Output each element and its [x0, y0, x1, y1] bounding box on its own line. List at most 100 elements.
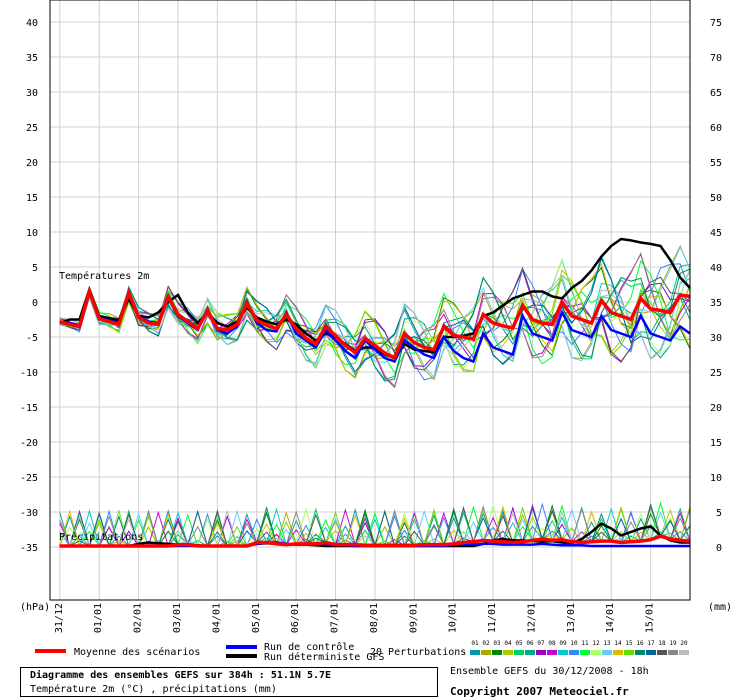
- plot-area: [49, 0, 691, 601]
- perturbation-id-label: 15: [625, 640, 633, 647]
- x-tick: 07/01: [330, 603, 341, 633]
- y-right-tick: 5: [716, 508, 722, 519]
- chart-grid: [50, 0, 690, 600]
- x-tick: 31/12: [54, 603, 65, 633]
- y-right-tick: 10: [710, 473, 722, 484]
- perturbation-id-label: 03: [493, 640, 501, 647]
- perturbation-id-label: 05: [515, 640, 523, 647]
- perturbation-id-label: 12: [592, 640, 600, 647]
- x-tick: 04/01: [211, 603, 222, 633]
- y-left-tick: -5: [26, 333, 38, 344]
- y-left-tick: 5: [32, 263, 38, 274]
- perturbation-swatch: [536, 650, 546, 655]
- perturbation-id-label: 17: [647, 640, 655, 647]
- x-tick: 14/01: [605, 603, 616, 633]
- perturbation-18-temperature-line: [59, 266, 691, 371]
- y-left-tick: -10: [20, 368, 38, 379]
- y-right-tick: 30: [710, 333, 722, 344]
- perturbation-id-label: 19: [669, 640, 677, 647]
- y-left-tick: -25: [20, 473, 38, 484]
- chart-subtitle: Température 2m (°C) , précipitations (mm…: [30, 684, 277, 695]
- x-tick: 03/01: [172, 603, 183, 633]
- y-right-tick: 70: [710, 53, 722, 64]
- legend-label-deterministic: Run déterministe GFS: [264, 651, 384, 663]
- y-right-tick: 55: [710, 158, 722, 169]
- x-tick: 01/01: [93, 603, 104, 633]
- temperature-series-label: Températures 2m: [59, 270, 149, 282]
- perturbation-swatch: [580, 650, 590, 655]
- y-left-tick: -15: [20, 403, 38, 414]
- perturbation-swatch: [470, 650, 480, 655]
- x-tick: 11/01: [487, 603, 498, 633]
- y-left-tick: -35: [20, 543, 38, 554]
- y-right-tick: 25: [710, 368, 722, 379]
- y-right-tick: 20: [710, 403, 722, 414]
- x-tick: 02/01: [133, 603, 144, 633]
- legend: Moyenne des scénarios Run de contrôle Ru…: [35, 640, 689, 663]
- perturbation-20-temperature-line: [59, 272, 691, 366]
- perturbation-swatches: 01 02 03 04 05 06 07 08 09 10 11 12 13 14 15 16 17 18 19 20: [470, 640, 689, 655]
- perturbation-id-label: 08: [548, 640, 556, 647]
- perturbation-swatch: [558, 650, 568, 655]
- y-left-tick: 35: [26, 53, 38, 64]
- y-right-tick: 35: [710, 298, 722, 309]
- x-tick: 05/01: [251, 603, 262, 633]
- y-left-tick: -30: [20, 508, 38, 519]
- perturbation-id-label: 14: [614, 640, 622, 647]
- y-right-tick: 60: [710, 123, 722, 134]
- y-right-tick: 65: [710, 88, 722, 99]
- perturbation-swatch: [591, 650, 601, 655]
- y-right-unit-label: (mm): [708, 602, 732, 613]
- y-right-tick: 15: [710, 438, 722, 449]
- perturbation-swatch: [492, 650, 502, 655]
- perturbation-id-label: 06: [526, 640, 534, 647]
- y-right-tick: 50: [710, 193, 722, 204]
- y-left-tick: -20: [20, 438, 38, 449]
- perturbation-swatch: [646, 650, 656, 655]
- chart-title: Diagramme des ensembles GEFS sur 384h : …: [30, 670, 332, 681]
- perturbation-swatch: [481, 650, 491, 655]
- y-left-tick: 0: [32, 298, 38, 309]
- perturbation-swatch: [624, 650, 634, 655]
- perturbation-id-label: 11: [581, 640, 589, 647]
- perturbation-id-label: 02: [482, 640, 490, 647]
- x-tick: 13/01: [566, 603, 577, 633]
- perturbation-id-label: 01: [471, 640, 479, 647]
- x-tick: 15/01: [645, 603, 656, 633]
- y-left-tick: 20: [26, 158, 38, 169]
- perturbation-id-label: 04: [504, 640, 512, 647]
- y-left-tick: 30: [26, 88, 38, 99]
- y-right-tick: 0: [716, 543, 722, 554]
- perturbation-swatch: [602, 650, 612, 655]
- perturbation-swatch: [503, 650, 513, 655]
- x-tick: 10/01: [448, 603, 459, 633]
- copyright: Copyright 2007 Meteociel.fr: [450, 685, 629, 698]
- perturbation-id-label: 16: [636, 640, 644, 647]
- perturbation-swatch: [679, 650, 689, 655]
- y-left-tick: 10: [26, 228, 38, 239]
- legend-label-mean: Moyenne des scénarios: [74, 646, 200, 658]
- y-left-tick: 15: [26, 193, 38, 204]
- perturbation-swatch: [613, 650, 623, 655]
- perturbation-id-label: 10: [570, 640, 578, 647]
- y-right-tick: 40: [710, 263, 722, 274]
- legend-label-control: Run de contrôle: [264, 641, 354, 653]
- perturbation-id-label: 09: [559, 640, 567, 647]
- main-series-lines: [59, 237, 691, 548]
- mean-precipitation-line: [59, 534, 691, 548]
- title-box: Diagramme des ensembles GEFS sur 384h : …: [20, 667, 438, 697]
- precipitation-series-label: Précipitations: [59, 531, 143, 543]
- x-tick: 09/01: [408, 603, 419, 633]
- y-left-unit-label: (hPa): [20, 602, 50, 613]
- mean-temperature-line: [59, 285, 691, 361]
- y-left-tick-labels: 40 35 30 25 20 15 10 5 0 -5 -10 -15 -20 -25 -30 -35: [20, 18, 38, 554]
- perturbation-swatch: [569, 650, 579, 655]
- perturbation-id-label: 07: [537, 640, 545, 647]
- y-left-tick: 40: [26, 18, 38, 29]
- x-tick: 08/01: [369, 603, 380, 633]
- perturbation-id-label: 13: [603, 640, 611, 647]
- legend-label-perturbations: 20 Perturbations: [370, 647, 466, 658]
- y-right-tick: 45: [710, 228, 722, 239]
